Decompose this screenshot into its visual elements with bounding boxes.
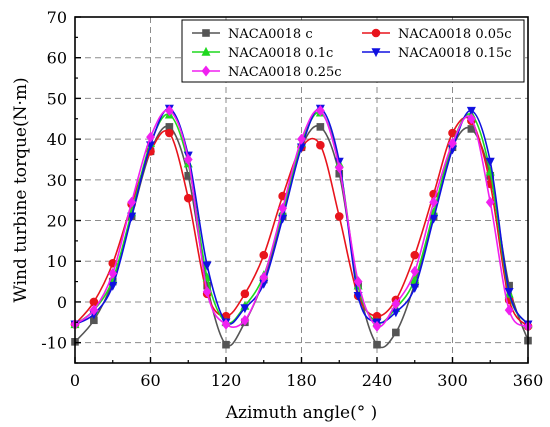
y-tick-label: 40 bbox=[47, 130, 67, 149]
data-point bbox=[108, 267, 118, 279]
data-point bbox=[466, 113, 476, 125]
legend: NACA0018 c NACA0018 0.05c NACA0018 0.1c NAC… bbox=[181, 19, 525, 83]
y-tick-label: 20 bbox=[47, 212, 67, 231]
legend-label: NACA0018 0.25c bbox=[228, 65, 342, 80]
y-axis-title: Wind turbine torque(N·m) bbox=[11, 77, 31, 302]
legend-marker bbox=[201, 46, 211, 56]
data-point bbox=[202, 286, 212, 298]
x-tick-label: 120 bbox=[211, 371, 242, 390]
data-point bbox=[240, 314, 250, 326]
data-point bbox=[127, 196, 137, 208]
data-point bbox=[372, 320, 382, 332]
series-4 bbox=[70, 105, 533, 332]
data-point bbox=[278, 202, 288, 214]
x-tick-label: 180 bbox=[286, 371, 317, 390]
y-tick-label: -10 bbox=[41, 334, 67, 353]
data-point bbox=[127, 212, 137, 222]
data-point bbox=[353, 292, 363, 302]
legend-marker bbox=[201, 65, 211, 77]
data-point bbox=[316, 123, 325, 131]
data-point bbox=[334, 162, 344, 174]
legend-label: NACA0018 0.1c bbox=[228, 46, 333, 61]
legend-item: NACA0018 0.05c bbox=[362, 27, 512, 42]
data-point bbox=[183, 153, 193, 165]
data-point bbox=[334, 212, 344, 221]
data-point bbox=[222, 340, 230, 349]
data-point bbox=[259, 272, 269, 283]
legend-label: NACA0018 0.05c bbox=[398, 27, 512, 42]
y-tick-label: 30 bbox=[47, 171, 67, 190]
data-point bbox=[391, 298, 401, 310]
legend-item: NACA0018 0.1c bbox=[192, 46, 333, 61]
data-point bbox=[89, 304, 99, 316]
data-point bbox=[146, 131, 155, 143]
data-point bbox=[485, 157, 495, 167]
x-tick-label: 300 bbox=[437, 371, 468, 390]
legend-marker bbox=[371, 28, 381, 38]
data-point bbox=[316, 140, 325, 150]
legend-box bbox=[181, 19, 525, 83]
legend-item: NACA0018 0.25c bbox=[192, 65, 342, 80]
data-point bbox=[165, 128, 174, 138]
y-tick-label: 10 bbox=[47, 252, 67, 271]
data-point bbox=[504, 304, 514, 316]
data-point bbox=[392, 328, 400, 337]
data-point bbox=[429, 196, 439, 208]
legend-marker bbox=[202, 29, 210, 37]
grid bbox=[75, 17, 528, 363]
data-point bbox=[240, 304, 250, 314]
x-tick-label: 240 bbox=[362, 371, 393, 390]
data-point bbox=[410, 283, 420, 293]
x-axis-title: Azimuth angle(° ) bbox=[225, 403, 378, 423]
data-point bbox=[410, 250, 420, 260]
data-point bbox=[504, 287, 514, 297]
y-tick-label: 50 bbox=[47, 89, 67, 108]
x-tick-label: 0 bbox=[70, 371, 80, 390]
data-point bbox=[108, 281, 118, 291]
series-layer bbox=[70, 104, 533, 349]
data-point bbox=[221, 318, 231, 330]
legend-item: NACA0018 c bbox=[192, 27, 313, 42]
data-point bbox=[466, 106, 476, 116]
legend-label: NACA0018 c bbox=[228, 27, 313, 42]
legend-label: NACA0018 0.15c bbox=[398, 46, 512, 61]
data-point bbox=[429, 214, 439, 224]
data-point bbox=[164, 105, 174, 117]
x-tick-label: 360 bbox=[513, 371, 544, 390]
data-point bbox=[315, 105, 325, 117]
data-point bbox=[410, 265, 420, 277]
y-tick-label: 70 bbox=[47, 8, 67, 27]
data-point bbox=[373, 340, 381, 349]
y-tick-label: 0 bbox=[57, 293, 67, 312]
data-point bbox=[259, 250, 269, 260]
data-point bbox=[202, 261, 212, 271]
data-point bbox=[240, 289, 250, 299]
data-point bbox=[183, 193, 193, 203]
data-point bbox=[297, 133, 306, 145]
data-point bbox=[485, 196, 495, 208]
y-tick-label: 60 bbox=[47, 49, 67, 68]
data-point bbox=[353, 276, 363, 288]
data-point bbox=[448, 137, 457, 149]
legend-item: NACA0018 0.15c bbox=[362, 46, 512, 61]
x-tick-label: 60 bbox=[140, 371, 160, 390]
legend-marker bbox=[371, 48, 381, 58]
